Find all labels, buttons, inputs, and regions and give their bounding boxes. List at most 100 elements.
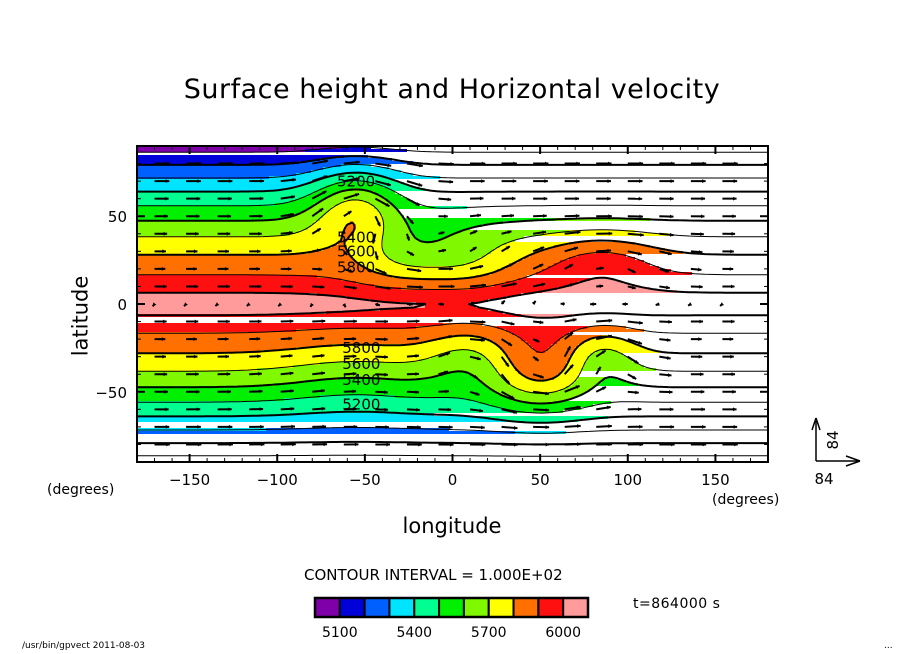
field-cell <box>461 230 569 233</box>
field-cell <box>383 224 407 227</box>
field-cell <box>419 239 437 242</box>
field-cell <box>275 383 485 386</box>
velocity-arrowhead <box>322 191 327 195</box>
velocity-arrowhead <box>541 282 546 287</box>
field-cell <box>554 263 650 266</box>
field-cell <box>500 374 524 377</box>
velocity-arrowhead <box>257 284 262 289</box>
field-cell <box>425 377 476 380</box>
field-cell <box>137 416 482 419</box>
field-cell <box>530 377 554 380</box>
velocity-arrowhead <box>409 302 413 307</box>
velocity-arrowhead <box>577 442 581 447</box>
field-cell <box>137 257 353 260</box>
field-cell <box>350 254 386 257</box>
x-units-left: (degrees) <box>47 482 115 498</box>
field-cell <box>386 254 485 257</box>
field-cell <box>314 203 338 206</box>
field-cell <box>602 380 626 383</box>
field-cell <box>518 371 560 374</box>
field-cell <box>311 170 401 173</box>
velocity-arrowhead <box>507 342 512 346</box>
field-cell <box>383 251 491 254</box>
velocity-arrowhead <box>195 231 199 236</box>
field-cell <box>515 368 563 371</box>
velocity-arrowhead <box>323 442 328 447</box>
velocity-arrowhead <box>260 442 265 447</box>
velocity-arrowhead <box>197 161 202 166</box>
field-cell <box>338 242 344 245</box>
field-cell <box>137 419 506 422</box>
field-cell <box>137 347 296 350</box>
velocity-arrowhead <box>569 364 574 369</box>
field-cell <box>524 257 569 260</box>
chart-title: Surface height and Horizontal velocity <box>183 74 721 105</box>
velocity-arrowhead <box>699 284 703 289</box>
velocity-arrowhead <box>291 195 295 199</box>
velocity-arrowhead <box>667 251 672 256</box>
field-cell <box>356 260 395 263</box>
field-cell <box>497 269 542 272</box>
field-cell <box>137 245 332 248</box>
velocity-arrowhead <box>607 196 611 201</box>
field-cell <box>137 278 341 281</box>
field-cell <box>560 260 644 263</box>
velocity-arrowhead <box>445 389 450 394</box>
field-cell <box>479 401 527 404</box>
velocity-arrowhead <box>353 424 358 429</box>
field-cell <box>137 296 347 299</box>
field-cell <box>137 335 452 338</box>
field-cell <box>566 386 593 389</box>
field-cell <box>389 188 425 191</box>
velocity-arrowhead <box>512 179 517 184</box>
velocity-arrowhead <box>292 177 296 182</box>
field-cell <box>137 368 257 371</box>
velocity-arrowhead <box>505 362 509 367</box>
velocity-arrowhead <box>566 346 571 351</box>
colorbar-swatch <box>562 597 590 618</box>
velocity-arrowhead <box>321 371 325 376</box>
velocity-arrowhead <box>667 373 672 378</box>
velocity-arrowhead <box>482 283 486 288</box>
velocity-arrowhead <box>194 319 199 324</box>
velocity-arrowhead <box>347 211 352 215</box>
field-cell <box>299 185 326 188</box>
velocity-arrowhead <box>259 407 264 411</box>
field-cell <box>344 200 365 203</box>
velocity-arrowhead <box>193 337 197 342</box>
field-cell <box>491 362 512 365</box>
velocity-arrowhead <box>540 246 545 251</box>
field-cell <box>308 182 335 185</box>
velocity-arrowhead <box>372 239 376 244</box>
field-cell <box>137 149 305 152</box>
velocity-arrowhead <box>386 182 391 187</box>
velocity-arrowhead <box>384 372 388 377</box>
colorbar-swatch <box>413 597 441 618</box>
field-cell <box>353 257 389 260</box>
velocity-arrowhead <box>670 179 675 184</box>
velocity-arrowhead <box>729 337 734 342</box>
velocity-arrowhead <box>669 214 674 219</box>
field-cell <box>569 230 635 233</box>
field-cell <box>137 182 308 185</box>
velocity-arrowhead <box>514 442 518 447</box>
field-cell <box>566 362 584 365</box>
velocity-arrowhead <box>601 350 606 354</box>
velocity-arrowhead <box>666 338 671 342</box>
velocity-arrowhead <box>385 202 390 207</box>
velocity-arrowhead <box>575 213 580 218</box>
velocity-arrowhead <box>634 359 639 364</box>
field-cell <box>353 233 383 236</box>
field-cell <box>332 206 374 209</box>
velocity-arrowhead <box>355 177 360 181</box>
field-cell <box>584 362 638 365</box>
velocity-arrowhead <box>409 251 414 256</box>
velocity-arrowhead <box>734 442 738 447</box>
field-cell <box>494 389 521 392</box>
field-cell <box>554 377 578 380</box>
field-cell <box>407 221 503 224</box>
velocity-arrowhead <box>700 232 704 237</box>
velocity-arrowhead <box>166 161 170 166</box>
field-cell <box>431 356 485 359</box>
field-cell <box>356 224 383 227</box>
